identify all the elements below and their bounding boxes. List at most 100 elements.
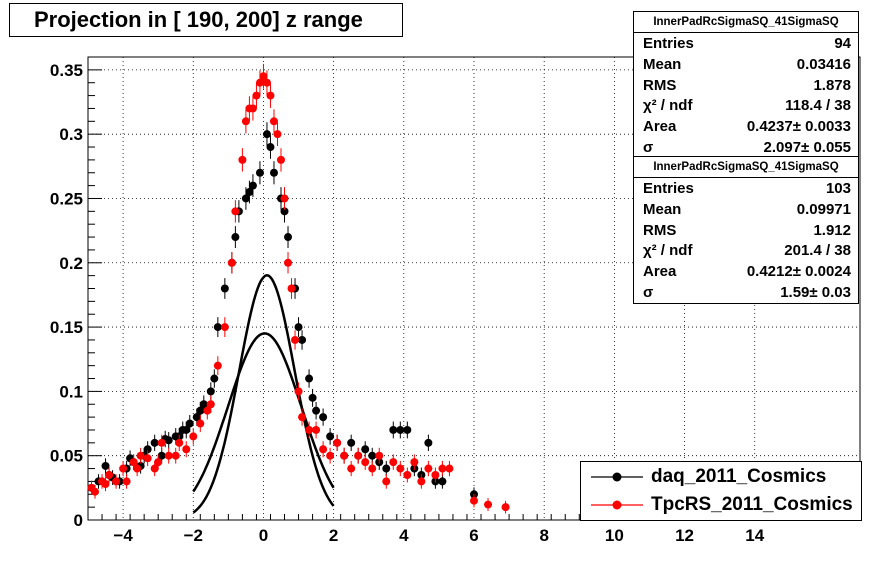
stats-row-entries: Entries 94	[643, 35, 851, 52]
x-tick-label: 6	[469, 526, 478, 545]
data-point	[287, 284, 296, 293]
data-point	[185, 419, 194, 428]
data-point	[326, 451, 335, 460]
y-tick-label: 0.25	[50, 189, 83, 208]
stats-box-name: InnerPadRcSigmaSQ_41SigmaSQ	[634, 12, 858, 33]
stats-row-chi2: χ² / ndf 118.4 / 38	[643, 97, 851, 115]
data-point	[347, 438, 356, 447]
data-point	[220, 323, 229, 332]
data-point	[368, 451, 377, 460]
data-point	[252, 91, 261, 100]
data-point	[294, 387, 303, 396]
data-point	[231, 207, 240, 216]
data-point	[129, 458, 138, 467]
data-point	[382, 464, 391, 473]
data-point	[119, 464, 128, 473]
data-point	[154, 458, 163, 467]
data-point	[210, 374, 219, 383]
data-point	[354, 451, 363, 460]
data-point	[298, 335, 307, 344]
axes: −4 −2 0 2 4 6 8 10 12 14 0 0.05 0.1 0.15 0.2 0.25 0.3 0.3…	[50, 56, 861, 545]
data-point	[238, 155, 247, 164]
data-point	[262, 130, 271, 139]
data-point	[273, 130, 282, 139]
data-point	[203, 406, 212, 415]
data-point	[105, 470, 114, 479]
data-point	[284, 258, 293, 267]
y-tick-label: 0.1	[59, 382, 83, 401]
data-point	[319, 413, 328, 422]
stats-box-tpcrs: InnerPadRcSigmaSQ_41SigmaSQ Entries 103 M…	[633, 156, 859, 304]
data-point	[227, 258, 236, 267]
data-point	[220, 284, 229, 293]
data-point	[213, 361, 222, 370]
x-tick-label: −2	[184, 526, 203, 545]
data-point	[171, 451, 180, 460]
data-point	[192, 413, 201, 422]
data-point	[164, 451, 173, 460]
data-point	[150, 464, 159, 473]
data-point	[213, 323, 222, 332]
data-point	[438, 464, 447, 473]
data-point	[291, 335, 300, 344]
x-tick-label: 14	[745, 526, 764, 545]
data-point	[333, 438, 342, 447]
data-point	[305, 425, 314, 434]
data-point	[101, 479, 110, 488]
data-point	[403, 470, 412, 479]
x-tick-label: 4	[399, 526, 409, 545]
stats-row-area: Area 0.4237± 0.0033	[643, 118, 851, 136]
data-point	[143, 454, 152, 463]
data-point	[266, 91, 275, 100]
data-point	[424, 438, 433, 447]
data-point	[389, 425, 398, 434]
data-point	[255, 78, 264, 87]
y-tick-label: 0.15	[50, 318, 83, 337]
stats-box-name: InnerPadRcSigmaSQ_41SigmaSQ	[634, 157, 858, 178]
data-point	[136, 451, 145, 460]
data-point	[347, 464, 356, 473]
data-point	[368, 464, 377, 473]
stats-row-mean: Mean 0.03416	[643, 55, 851, 73]
data-points	[87, 63, 510, 514]
data-point	[501, 503, 510, 512]
data-point	[101, 461, 110, 470]
y-tick-label: 0	[74, 511, 83, 530]
data-point	[206, 400, 215, 409]
data-point	[312, 425, 321, 434]
data-point	[164, 436, 173, 445]
stats-row-rms: RMS 1.878	[643, 76, 851, 94]
data-point	[248, 104, 257, 113]
data-point	[255, 168, 264, 177]
data-point	[262, 78, 271, 87]
data-point	[231, 233, 240, 242]
data-point	[319, 445, 328, 454]
data-point	[361, 445, 370, 454]
data-point	[182, 425, 191, 434]
y-tick-label: 0.3	[59, 125, 83, 144]
data-point	[182, 445, 191, 454]
data-point	[410, 458, 419, 467]
data-point	[189, 432, 198, 441]
data-point	[396, 464, 405, 473]
data-point	[112, 477, 121, 486]
stats-row-mean: Mean 0.09971	[643, 200, 851, 218]
data-point	[122, 477, 131, 486]
data-point	[206, 387, 215, 396]
stats-row-sigma: σ 2.097± 0.055	[643, 138, 851, 156]
data-point	[157, 438, 166, 447]
y-tick-label: 0.35	[50, 61, 83, 80]
legend-entry-tpcrs: TpcRS_2011_Cosmics	[581, 492, 861, 518]
x-tick-label: 2	[329, 526, 338, 545]
x-tick-label: 10	[605, 526, 624, 545]
legend-marker-tpcrs	[591, 500, 643, 510]
data-point	[277, 155, 285, 164]
data-point	[294, 323, 303, 332]
data-point	[305, 374, 314, 383]
data-point	[424, 464, 433, 473]
data-point	[245, 188, 254, 197]
data-point	[312, 406, 321, 415]
stats-row-chi2: χ² / ndf 201.4 / 38	[643, 242, 851, 260]
data-point	[143, 445, 152, 454]
